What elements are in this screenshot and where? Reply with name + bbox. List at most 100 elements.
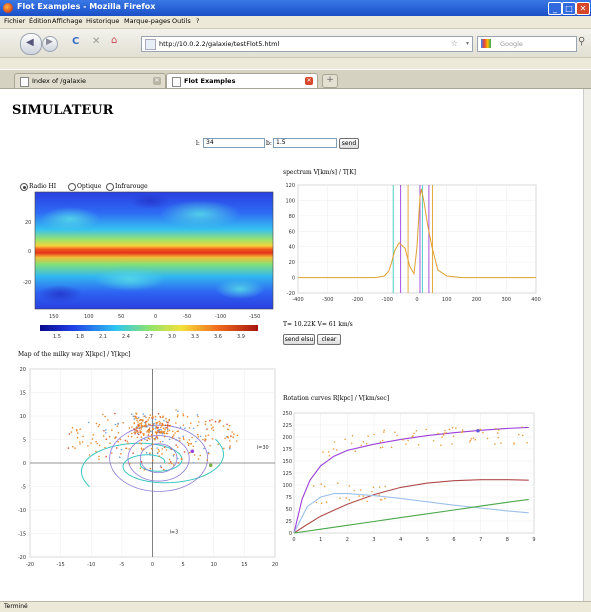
search-magnifier-icon[interactable]: ⚲ bbox=[578, 36, 586, 47]
star-point bbox=[174, 432, 176, 434]
star-point bbox=[167, 421, 169, 424]
observation-point bbox=[328, 455, 331, 457]
tab-flot-examples[interactable]: Flot Examples ✕ bbox=[166, 73, 318, 88]
star-point bbox=[192, 427, 195, 430]
mw-y-tick: 0 bbox=[23, 461, 26, 467]
star-point bbox=[191, 436, 193, 439]
mw-x-tick: 10 bbox=[211, 562, 217, 568]
tab-index-galaxie[interactable]: Index of /galaxie ✕ bbox=[14, 73, 166, 88]
colorbar-tick: 1.8 bbox=[76, 334, 84, 340]
menu-view[interactable]: Affichage bbox=[52, 17, 83, 25]
home-icon[interactable]: ⌂ bbox=[111, 35, 118, 46]
observation-point bbox=[461, 431, 463, 434]
observation-point bbox=[353, 489, 355, 492]
observation-point bbox=[332, 448, 335, 450]
star-point bbox=[207, 452, 210, 455]
star-point bbox=[160, 430, 163, 433]
menu-edit[interactable]: Édition bbox=[29, 17, 52, 25]
star-point bbox=[124, 439, 127, 442]
observation-point bbox=[344, 438, 346, 441]
star-point bbox=[182, 437, 185, 439]
star-point bbox=[164, 424, 167, 427]
map-y-tick: 0 bbox=[28, 249, 31, 255]
mw-y-tick: -15 bbox=[18, 532, 26, 538]
star-point bbox=[165, 420, 168, 423]
rotation-x-tick: 7 bbox=[479, 537, 482, 543]
l-input[interactable]: 34 bbox=[203, 138, 265, 148]
new-tab-button[interactable]: + bbox=[322, 74, 338, 88]
clear-button[interactable]: clear bbox=[317, 334, 341, 345]
star-point bbox=[105, 432, 107, 434]
address-bar[interactable]: http://10.0.2.2/galaxie/testFlot5.html ☆… bbox=[141, 36, 473, 52]
star-point bbox=[202, 438, 204, 441]
radio-hi-option[interactable] bbox=[20, 183, 28, 191]
observation-point bbox=[371, 490, 373, 493]
observation-point bbox=[358, 495, 360, 497]
observation-point bbox=[470, 437, 473, 440]
radio-infrarouge-option[interactable] bbox=[106, 183, 114, 191]
star-point bbox=[144, 438, 146, 441]
send-button[interactable]: send bbox=[339, 138, 359, 149]
star-point bbox=[230, 435, 232, 437]
star-point bbox=[203, 447, 205, 450]
star-point bbox=[126, 440, 129, 443]
spectrum-x-tick: -300 bbox=[322, 297, 333, 303]
star-point bbox=[79, 443, 81, 445]
star-point bbox=[116, 425, 119, 427]
search-box[interactable]: Google bbox=[477, 36, 577, 52]
star-point bbox=[169, 461, 172, 463]
tab-close-icon[interactable]: ✕ bbox=[153, 77, 161, 85]
star-point bbox=[74, 447, 76, 449]
star-point bbox=[188, 427, 191, 429]
mw-x-tick: 15 bbox=[241, 562, 247, 568]
forward-button[interactable]: ▶ bbox=[42, 36, 58, 52]
observation-point bbox=[381, 439, 384, 442]
tab-label: Index of /galaxie bbox=[32, 77, 87, 85]
menu-history[interactable]: Historique bbox=[86, 17, 120, 25]
star-icon[interactable]: ☆ bbox=[450, 39, 458, 48]
close-button[interactable]: ✕ bbox=[576, 2, 590, 15]
menu-bookmarks[interactable]: Marque-pages bbox=[124, 17, 171, 25]
star-point bbox=[147, 434, 150, 436]
star-point bbox=[81, 441, 84, 443]
hi-sky-map[interactable]: 20 0 -20 150 100 50 0 -50 -100 -150 1.5 … bbox=[0, 89, 280, 340]
reload-icon[interactable]: C bbox=[72, 36, 80, 47]
milkyway-map[interactable]: -2020-1515-1010-55005-510-1015-1520-20l=… bbox=[0, 359, 290, 579]
tab-close-icon[interactable]: ✕ bbox=[305, 77, 313, 85]
colorbar-tick: 2.7 bbox=[145, 334, 153, 340]
observation-point bbox=[497, 436, 500, 439]
back-button[interactable]: ◀ bbox=[20, 33, 42, 55]
star-point bbox=[133, 418, 135, 420]
star-point bbox=[176, 430, 178, 433]
star-point bbox=[207, 434, 210, 436]
star-point bbox=[156, 437, 159, 440]
observation-point bbox=[445, 432, 447, 434]
star-point bbox=[186, 416, 189, 418]
star-point bbox=[226, 436, 229, 438]
observation-point bbox=[461, 429, 464, 431]
spectrum-y-tick: 60 bbox=[289, 229, 295, 235]
radio-optique-option[interactable] bbox=[68, 183, 76, 191]
stop-icon[interactable]: ✕ bbox=[92, 36, 101, 47]
star-point bbox=[153, 424, 155, 427]
observation-point bbox=[362, 495, 364, 497]
maximize-button[interactable]: □ bbox=[562, 2, 576, 15]
menu-tools[interactable]: Outils bbox=[172, 17, 191, 25]
send-elsu-button[interactable]: send elsu bbox=[283, 334, 315, 345]
star-point bbox=[156, 452, 159, 455]
spectrum-x-tick: 200 bbox=[472, 297, 482, 303]
menu-file[interactable]: Fichier bbox=[4, 17, 26, 25]
menu-help[interactable]: ? bbox=[196, 17, 200, 25]
b-input[interactable]: 1.5 bbox=[273, 138, 337, 148]
vertical-scrollbar[interactable] bbox=[583, 89, 591, 601]
observation-point bbox=[417, 444, 420, 446]
minimize-button[interactable]: _ bbox=[548, 2, 562, 15]
map-x-tick: -150 bbox=[249, 314, 260, 320]
spectrum-y-tick: 80 bbox=[289, 214, 295, 220]
dropdown-arrow-icon[interactable]: ▾ bbox=[465, 40, 469, 47]
star-point bbox=[175, 409, 177, 411]
observation-point bbox=[333, 441, 336, 443]
star-point bbox=[173, 453, 175, 456]
